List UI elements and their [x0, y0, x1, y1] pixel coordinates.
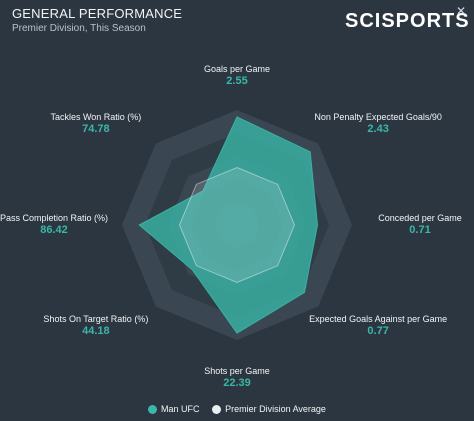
- series-average-area: [178, 166, 296, 284]
- axis-value-2: 0.71: [409, 224, 431, 236]
- legend-swatch-average: [212, 404, 222, 414]
- axis-value-3: 0.77: [367, 325, 389, 338]
- axis-label-0: Goals per Game: [203, 64, 271, 74]
- axis-label-7: Tackles Won Ratio (%): [50, 111, 142, 122]
- legend: Man UFC Premier Division Average: [0, 404, 474, 416]
- legend-label-team: Man UFC: [161, 404, 200, 414]
- axis-value-1: 2.43: [367, 122, 389, 135]
- axis-value-7: 74.78: [82, 122, 110, 135]
- axis-label-1: Non Penalty Expected Goals/90: [314, 111, 442, 122]
- series-team-area: [138, 116, 319, 334]
- axis-value-0: 2.55: [226, 75, 248, 87]
- axis-label-5: Shots On Target Ratio (%): [43, 314, 149, 325]
- axis-value-5: 44.18: [82, 325, 110, 338]
- axis-label-4: Shots per Game: [204, 366, 270, 376]
- legend-item-team[interactable]: Man UFC: [148, 404, 200, 414]
- axis-label-2: Conceded per Game: [378, 213, 462, 223]
- axis-value-4: 22.39: [223, 377, 251, 389]
- axis-label-3: Expected Goals Against per Game: [309, 314, 448, 325]
- axis-value-6: 86.42: [40, 224, 68, 236]
- scisports-logo: SCISPORTS: [345, 10, 470, 32]
- legend-label-average: Premier Division Average: [225, 404, 326, 414]
- legend-swatch-team: [148, 404, 158, 414]
- chart-subtitle: Premier Division, This Season: [12, 23, 146, 34]
- close-icon[interactable]: ✕: [455, 4, 466, 18]
- axis-label-6: Pass Completion Ratio (%): [0, 213, 109, 223]
- chart-title: GENERAL PERFORMANCE: [12, 6, 183, 21]
- legend-item-average[interactable]: Premier Division Average: [212, 404, 326, 414]
